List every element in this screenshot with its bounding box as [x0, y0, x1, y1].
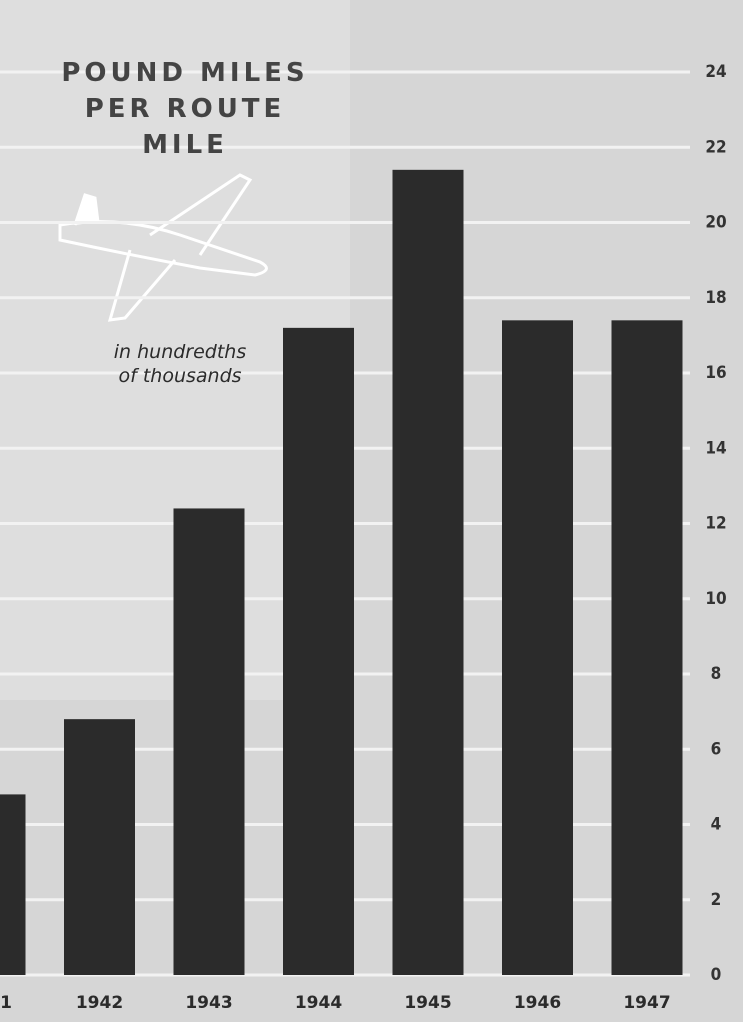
x-tick-label: 1945 — [404, 993, 451, 1013]
y-tick-label: 22 — [705, 137, 726, 157]
y-tick-label: 18 — [705, 288, 726, 308]
x-tick-label: 1944 — [295, 993, 342, 1013]
chart-title: POUND MILES PER ROUTE MILE — [50, 55, 320, 163]
bar — [64, 719, 135, 975]
y-tick-label: 6 — [711, 739, 722, 759]
y-tick-label: 2 — [711, 890, 722, 910]
x-tick-label: 1946 — [514, 993, 561, 1013]
chart-subtitle: in hundredths of thousands — [105, 340, 255, 388]
bar — [283, 328, 354, 975]
bar — [393, 170, 464, 975]
bar — [612, 320, 683, 975]
x-tick-label: 1942 — [76, 993, 123, 1013]
page: 0246810121416182022241194219431944194519… — [0, 0, 743, 1022]
x-tick-label: 1 — [0, 993, 12, 1013]
y-tick-label: 0 — [711, 965, 722, 985]
y-tick-label: 20 — [705, 213, 726, 233]
y-tick-label: 16 — [705, 363, 726, 383]
bar — [502, 320, 573, 975]
y-tick-label: 24 — [705, 62, 726, 82]
y-tick-label: 12 — [705, 514, 726, 534]
y-tick-label: 14 — [705, 438, 726, 458]
bar — [0, 794, 26, 975]
y-tick-label: 8 — [711, 664, 722, 684]
y-tick-label: 4 — [711, 815, 722, 835]
bar — [174, 508, 245, 975]
y-tick-label: 10 — [705, 589, 726, 609]
x-tick-label: 1947 — [623, 993, 670, 1013]
x-tick-label: 1943 — [185, 993, 232, 1013]
